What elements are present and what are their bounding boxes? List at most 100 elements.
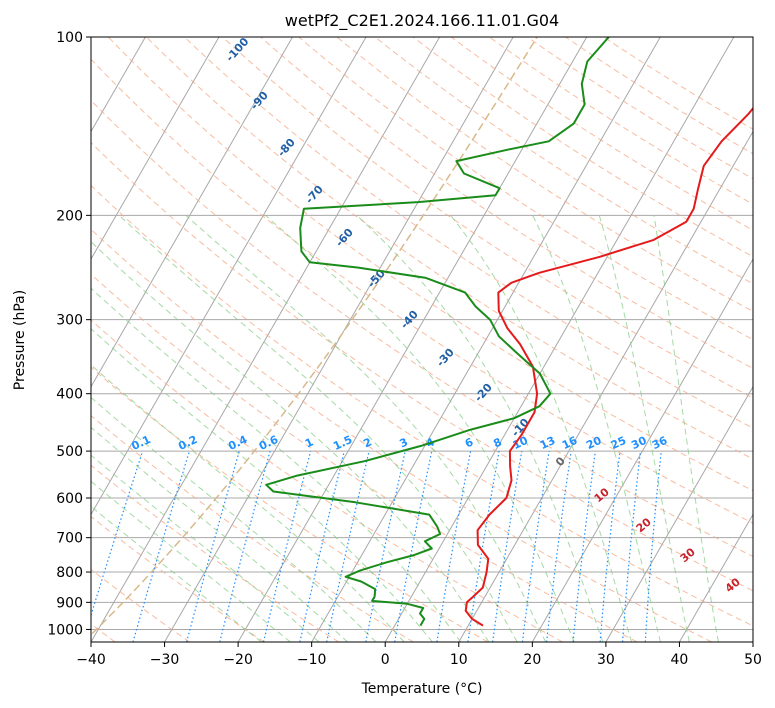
mixing-ratio-line bbox=[365, 450, 406, 642]
x-axis-ticks: −40 −30 −20 −10 0 10 20 30 40 50 bbox=[76, 642, 762, 668]
x-tick-label: −40 bbox=[76, 652, 106, 668]
mixing-ratio-label: 20 bbox=[584, 434, 604, 452]
moist-adiabat-label: -20 bbox=[472, 381, 495, 405]
moist-adiabat-line bbox=[185, 214, 547, 642]
mixing-ratio-line bbox=[394, 450, 433, 642]
moist-adiabat-label: -30 bbox=[434, 346, 457, 370]
y-tick-label: 700 bbox=[56, 531, 83, 547]
isotherm-line bbox=[384, 37, 735, 642]
mixing-ratio-label: 30 bbox=[629, 434, 649, 452]
isotherm-line bbox=[91, 37, 367, 516]
isotherm-line bbox=[91, 37, 441, 642]
moist-adiabat-label: -40 bbox=[398, 308, 421, 332]
x-tick-label: 0 bbox=[381, 652, 390, 668]
moist-adiabat-label: -60 bbox=[333, 226, 356, 250]
moist-adiabat-line bbox=[91, 426, 348, 642]
isotherm-line bbox=[531, 258, 753, 642]
y-axis-label: Pressure (hPa) bbox=[12, 290, 28, 390]
mixing-ratio-line bbox=[467, 450, 500, 642]
dry-adiabat-label: 30 bbox=[678, 545, 698, 565]
dry-adiabat-line bbox=[374, 37, 753, 285]
y-tick-label: 1000 bbox=[47, 622, 83, 638]
moist-adiabat-line bbox=[598, 215, 690, 642]
dry-adiabat-line bbox=[91, 184, 753, 627]
mixing-ratio-line bbox=[219, 450, 271, 642]
x-tick-label: 40 bbox=[671, 652, 689, 668]
y-tick-label: 400 bbox=[56, 387, 83, 403]
moist-adiabat-label: -70 bbox=[303, 183, 326, 207]
isotherm-line bbox=[458, 130, 753, 642]
mixing-ratio-label: 36 bbox=[650, 434, 670, 452]
dry-adiabat-line bbox=[91, 366, 489, 642]
mixing-ratio-label: 3 bbox=[398, 435, 410, 450]
mixing-ratio-label: 25 bbox=[609, 434, 628, 452]
mixing-ratio-label: 1 bbox=[303, 435, 315, 450]
mixing-ratio-line bbox=[599, 451, 621, 642]
isotherm-line bbox=[752, 640, 753, 642]
x-tick-label: 10 bbox=[450, 652, 468, 668]
y-tick-label: 600 bbox=[56, 491, 83, 507]
dry-adiabat-line bbox=[527, 37, 753, 180]
mixing-ratio-label: 8 bbox=[491, 435, 503, 450]
y-tick-label: 500 bbox=[56, 444, 83, 460]
mixing-ratio-line bbox=[521, 451, 550, 642]
y-tick-label: 100 bbox=[56, 30, 83, 46]
dry-adiabat-label: 20 bbox=[634, 515, 654, 535]
dry-adiabat-line bbox=[565, 37, 753, 155]
moist-adiabat-line bbox=[91, 328, 433, 642]
mixing-ratio-label: 16 bbox=[560, 434, 580, 452]
mixing-ratio-line bbox=[186, 450, 240, 642]
dry-adiabat-line bbox=[91, 273, 638, 642]
mixing-ratio-label: 10 bbox=[511, 434, 531, 452]
moist-adiabat-line bbox=[265, 214, 575, 642]
mixing-ratio-lines bbox=[91, 450, 662, 642]
dry-adiabat-line bbox=[91, 141, 753, 592]
y-tick-label: 300 bbox=[56, 313, 83, 329]
mixing-ratio-line bbox=[326, 450, 370, 642]
chart-title: wetPf2_C2E1.2024.166.11.01.G04 bbox=[285, 11, 559, 31]
mixing-ratio-line bbox=[572, 451, 596, 642]
moist-adiabat-line bbox=[118, 214, 518, 642]
mixing-ratio-line bbox=[622, 451, 642, 642]
moist-adiabat-line bbox=[450, 214, 633, 642]
isotherm-line bbox=[0, 37, 72, 642]
moist-adiabat-line bbox=[91, 505, 262, 642]
dry-adiabat-line bbox=[222, 37, 753, 399]
profile-series bbox=[265, 37, 753, 627]
isotherm-line bbox=[237, 37, 588, 642]
dry-adiabat-line bbox=[91, 414, 414, 642]
mixing-ratio-line bbox=[299, 450, 345, 642]
lcl-curve bbox=[91, 37, 538, 636]
y-tick-label: 800 bbox=[56, 565, 83, 581]
moist-adiabat-line bbox=[532, 215, 661, 642]
mixing-ratio-label: 0.2 bbox=[176, 433, 199, 453]
dry-adiabat-label: 10 bbox=[592, 485, 612, 505]
dry-adiabat-line bbox=[450, 37, 753, 231]
temperature-profile-line bbox=[464, 106, 753, 627]
dry-adiabat-line bbox=[91, 228, 713, 642]
y-tick-label: 200 bbox=[56, 208, 83, 224]
isotherm-line bbox=[679, 513, 753, 642]
mixing-ratio-label: 0.6 bbox=[257, 433, 280, 453]
y-tick-label: 900 bbox=[56, 595, 83, 611]
dry-adiabat-line bbox=[91, 58, 753, 524]
isotherm-line bbox=[91, 37, 220, 261]
mixing-ratio-label: 13 bbox=[538, 434, 557, 452]
isotherm-line bbox=[91, 37, 293, 388]
dry-adiabat-line bbox=[107, 37, 753, 492]
isotherm-line bbox=[605, 385, 753, 642]
mixing-ratio-line bbox=[644, 451, 662, 642]
dry-adiabat-line bbox=[184, 37, 753, 429]
dry-adiabat-line bbox=[91, 99, 753, 558]
plot-frame bbox=[90, 36, 754, 643]
mixing-ratio-line bbox=[132, 450, 190, 642]
moist-adiabat-label: -100 bbox=[223, 35, 251, 64]
x-tick-label: 20 bbox=[523, 652, 541, 668]
moist-adiabat-line bbox=[356, 214, 604, 642]
mixing-ratio-line bbox=[546, 451, 572, 642]
grid-lines bbox=[0, 37, 753, 642]
y-axis-ticks: 100 200 300 400 500 600 700 800 900 1000 bbox=[47, 30, 91, 638]
mixing-ratio-label: 1.5 bbox=[331, 433, 354, 453]
mixing-ratio-label: 6 bbox=[463, 435, 476, 450]
